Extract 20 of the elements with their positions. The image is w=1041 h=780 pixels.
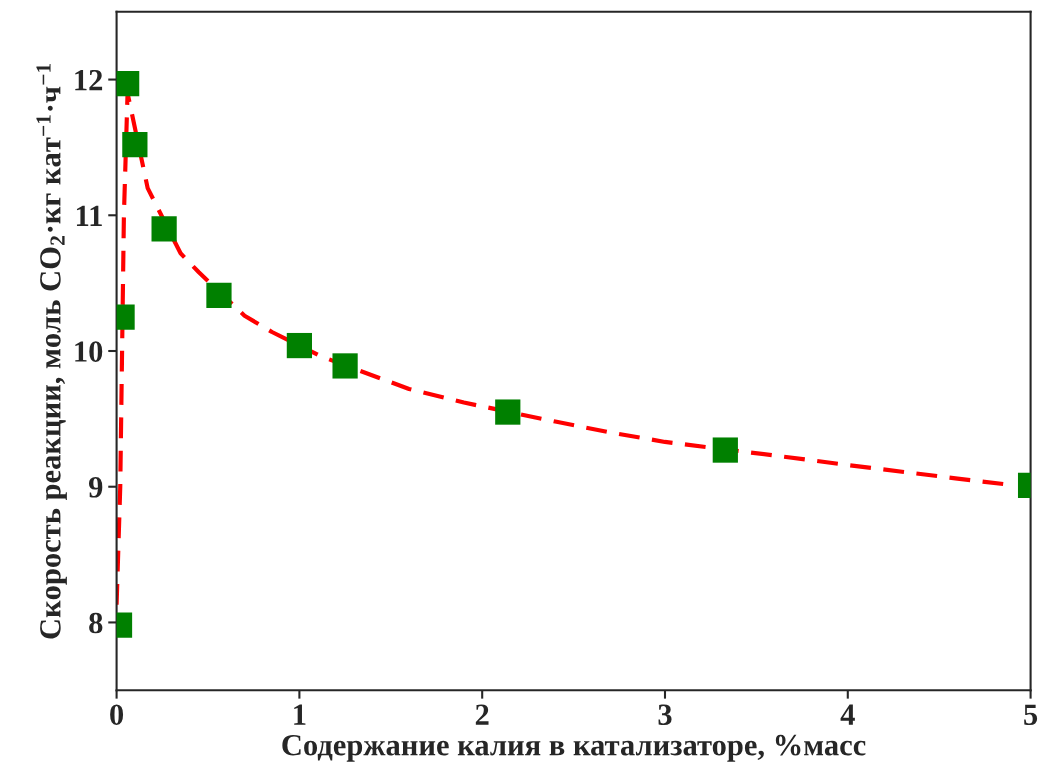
point <box>122 132 148 158</box>
x-tick-label: 5 <box>1024 704 1038 725</box>
x-tick-label: 1 <box>294 704 306 725</box>
x-tick-label: 4 <box>840 704 855 725</box>
point <box>286 332 313 359</box>
point <box>495 399 521 425</box>
point <box>116 71 140 97</box>
y-tick-label: 12 <box>75 69 103 91</box>
x-tick-label: 0 <box>110 704 124 725</box>
y-tick-label: 11 <box>76 205 102 226</box>
point <box>332 353 358 379</box>
x-tick-label: 3 <box>658 704 672 725</box>
x-axis-title: Содержание калия в катализаторе, %масс <box>282 734 866 762</box>
y-tick-label: 10 <box>75 341 103 362</box>
x-tick-label: 2 <box>475 704 489 725</box>
point <box>151 216 177 242</box>
point <box>206 282 232 308</box>
y-tick-label: 9 <box>88 477 103 498</box>
y-tick-label: 8 <box>89 612 103 634</box>
y-axis-title: Скорость реакции, моль CO$_{2}$·кг кат$^{−1}$·ч$^{−1}$ <box>36 63 67 639</box>
